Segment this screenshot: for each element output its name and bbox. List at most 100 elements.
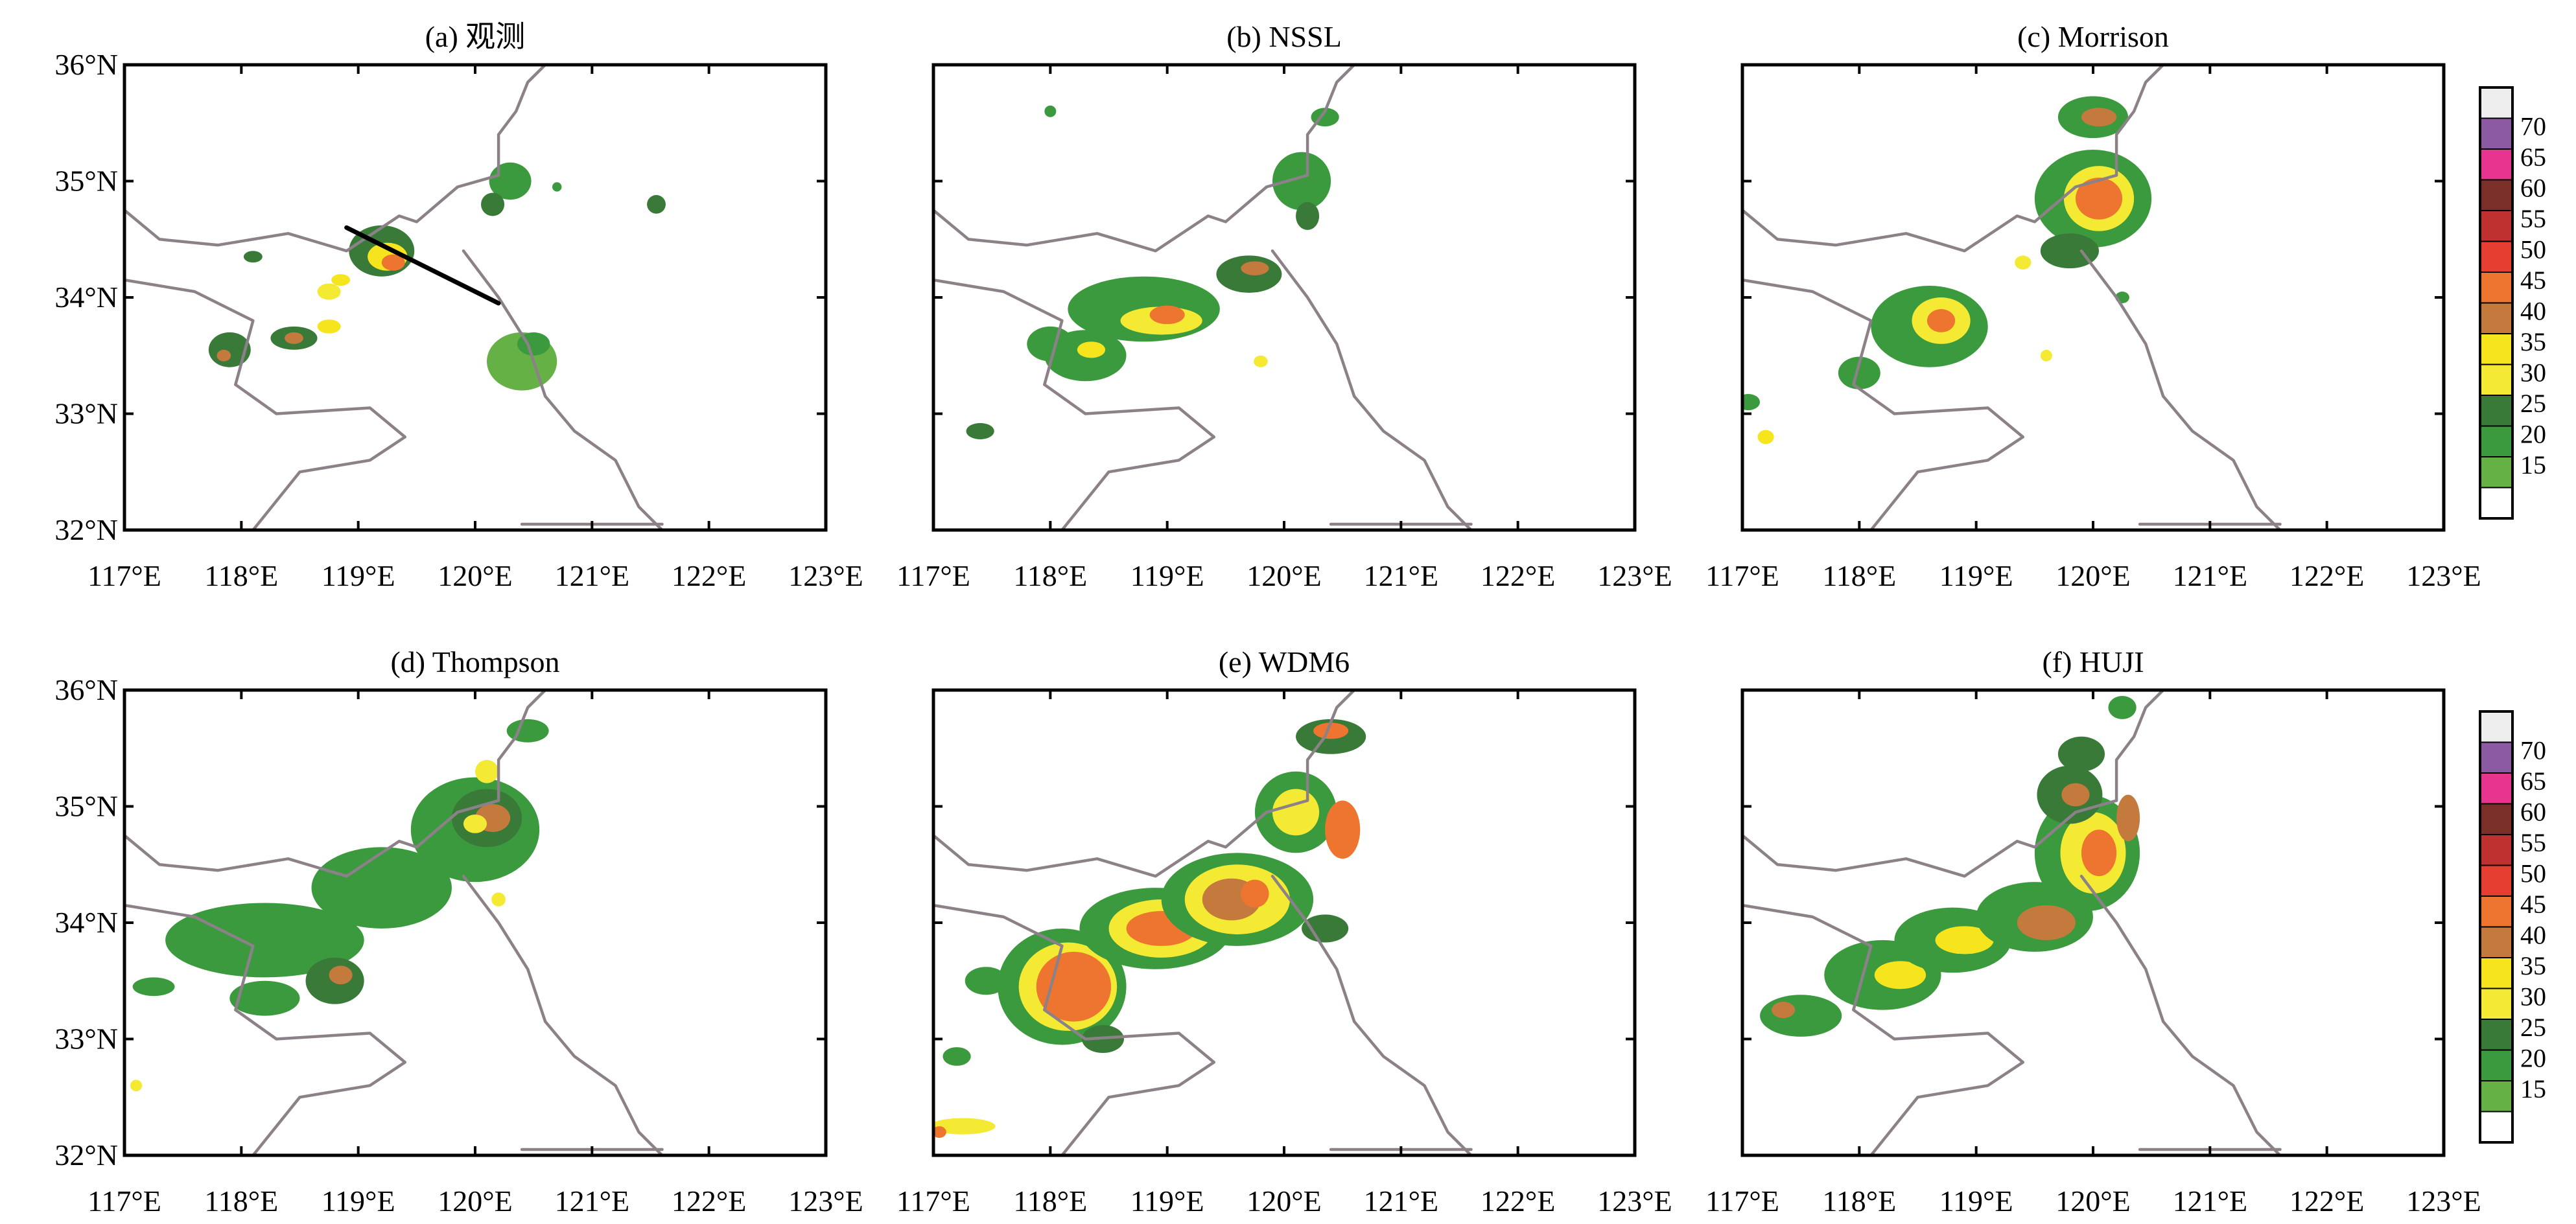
colorbar-segment (2479, 1019, 2513, 1051)
river-boundary (2079, 249, 2282, 530)
echo-cell (1296, 202, 1320, 230)
lon-tick-label: 121°E (1364, 1184, 1439, 1218)
echo-cell (285, 332, 303, 344)
colorbar-frame (2479, 86, 2514, 520)
lon-tick-label: 121°E (2173, 1184, 2248, 1218)
lon-tick-label: 122°E (2289, 559, 2365, 592)
echo-cell (1742, 393, 1761, 411)
colorbar-segment (2479, 926, 2513, 958)
lon-tick-label: 123°E (1597, 559, 1672, 592)
colorbar-segment (2479, 1049, 2513, 1081)
lon-tick-label: 120°E (2055, 559, 2131, 592)
river-boundary (2079, 874, 2282, 1155)
colorbar-label: 55 (2520, 828, 2546, 857)
river-boundary (1270, 874, 1473, 1155)
echo-cell (491, 892, 506, 906)
echo-cell (481, 192, 505, 216)
panel-title: (a) 观测 (425, 20, 526, 53)
map-panel-c: (c) Morrison 117°E 118°E 119°E 120°E 121°E 122… (1705, 20, 2481, 592)
echo-cell (2075, 178, 2123, 220)
echo-cell (2040, 233, 2100, 269)
lon-tick-label: 123°E (788, 1184, 863, 1218)
coastline (1742, 65, 2165, 253)
lon-tick-label: 117°E (1705, 1184, 1779, 1218)
echo-cell (229, 980, 300, 1016)
colorbar-label: 60 (2520, 797, 2546, 826)
echo-cell (329, 965, 353, 985)
echo-cell (1272, 789, 1320, 836)
panel-title: (d) Thompson (390, 645, 559, 678)
province-boundary (1742, 278, 2025, 530)
echo-cell (2061, 783, 2090, 807)
echo-cell (243, 251, 263, 263)
lat-tick-label: 32°N (54, 1138, 118, 1172)
colorbar-segment (2479, 395, 2513, 427)
colorbar-label: 70 (2520, 111, 2546, 141)
province-boundary (933, 903, 1216, 1155)
colorbar-segment (2479, 333, 2513, 365)
lat-tick-label: 34°N (54, 281, 118, 314)
echo-cell (1772, 1002, 1796, 1019)
colorbar-segment (2479, 87, 2513, 119)
colorbar-segment (2479, 772, 2513, 805)
echo-cell (311, 847, 452, 929)
colorbar-label: 25 (2520, 1013, 2546, 1042)
echo-cell (933, 1118, 996, 1135)
cross-section-line (344, 225, 501, 306)
echo-cell (647, 195, 666, 214)
colorbar-label: 55 (2520, 204, 2546, 233)
echo-cell (2015, 255, 2032, 270)
coastline (124, 65, 547, 253)
map-panel-d: (d) Thompson 117°E 118°E 119°E 120°E 121°E 122… (54, 645, 863, 1218)
echo-cell (165, 903, 364, 978)
echo-cell (2057, 736, 2105, 772)
colorbar-label: 50 (2520, 859, 2546, 888)
coastline (1742, 690, 2165, 878)
echo-cell (317, 283, 341, 300)
echo-cell (943, 1047, 971, 1066)
colorbar-segment (2479, 1080, 2513, 1113)
echo-cell (1044, 105, 1057, 117)
colorbar-segment (2479, 117, 2513, 150)
lon-tick-label: 122°E (672, 1184, 747, 1218)
echo-cell (132, 977, 175, 997)
echo-cell (1077, 341, 1106, 358)
lon-tick-label: 118°E (1013, 1184, 1087, 1218)
echo-cell (933, 1126, 946, 1138)
lon-tick-label: 122°E (1481, 1184, 1556, 1218)
colorbar-label: 40 (2520, 920, 2546, 949)
echo-cell (475, 759, 499, 783)
coastline (124, 690, 547, 878)
echo-cell (381, 254, 405, 271)
echo-cell (317, 319, 341, 334)
lon-tick-label: 117°E (896, 1184, 970, 1218)
lat-tick-label: 34°N (54, 906, 118, 939)
lon-tick-label: 117°E (896, 559, 970, 592)
colorbar-segment (2479, 1111, 2513, 1143)
echo-cell (1874, 961, 1926, 989)
lon-tick-label: 123°E (1597, 1184, 1672, 1218)
colorbar-label: 60 (2520, 173, 2546, 202)
lon-tick-label: 121°E (555, 559, 630, 592)
lon-tick-label: 122°E (1481, 559, 1556, 592)
lon-tick-label: 119°E (322, 559, 395, 592)
lon-tick-label: 122°E (672, 559, 747, 592)
colorbar-segment (2479, 240, 2513, 273)
lon-tick-label: 117°E (88, 1184, 161, 1218)
map-panel-b: (b) NSSL 117°E 118°E 119°E 120°E 121°E 122°E 12… (896, 20, 1672, 592)
echo-cell (2081, 829, 2117, 877)
lon-tick-label: 123°E (788, 559, 863, 592)
colorbar-segment (2479, 711, 2513, 743)
echo-cell (1302, 914, 1349, 943)
colorbar-segment (2479, 425, 2513, 457)
lon-tick-label: 118°E (204, 559, 278, 592)
echo-cell (1241, 879, 1269, 908)
coastline (933, 65, 1356, 253)
echo-cell (463, 814, 487, 833)
colorbar-label: 35 (2520, 951, 2546, 980)
lon-tick-label: 120°E (438, 559, 513, 592)
colorbar-segment (2479, 271, 2513, 304)
lon-tick-label: 119°E (1939, 559, 2013, 592)
echo-cell (1254, 355, 1268, 367)
